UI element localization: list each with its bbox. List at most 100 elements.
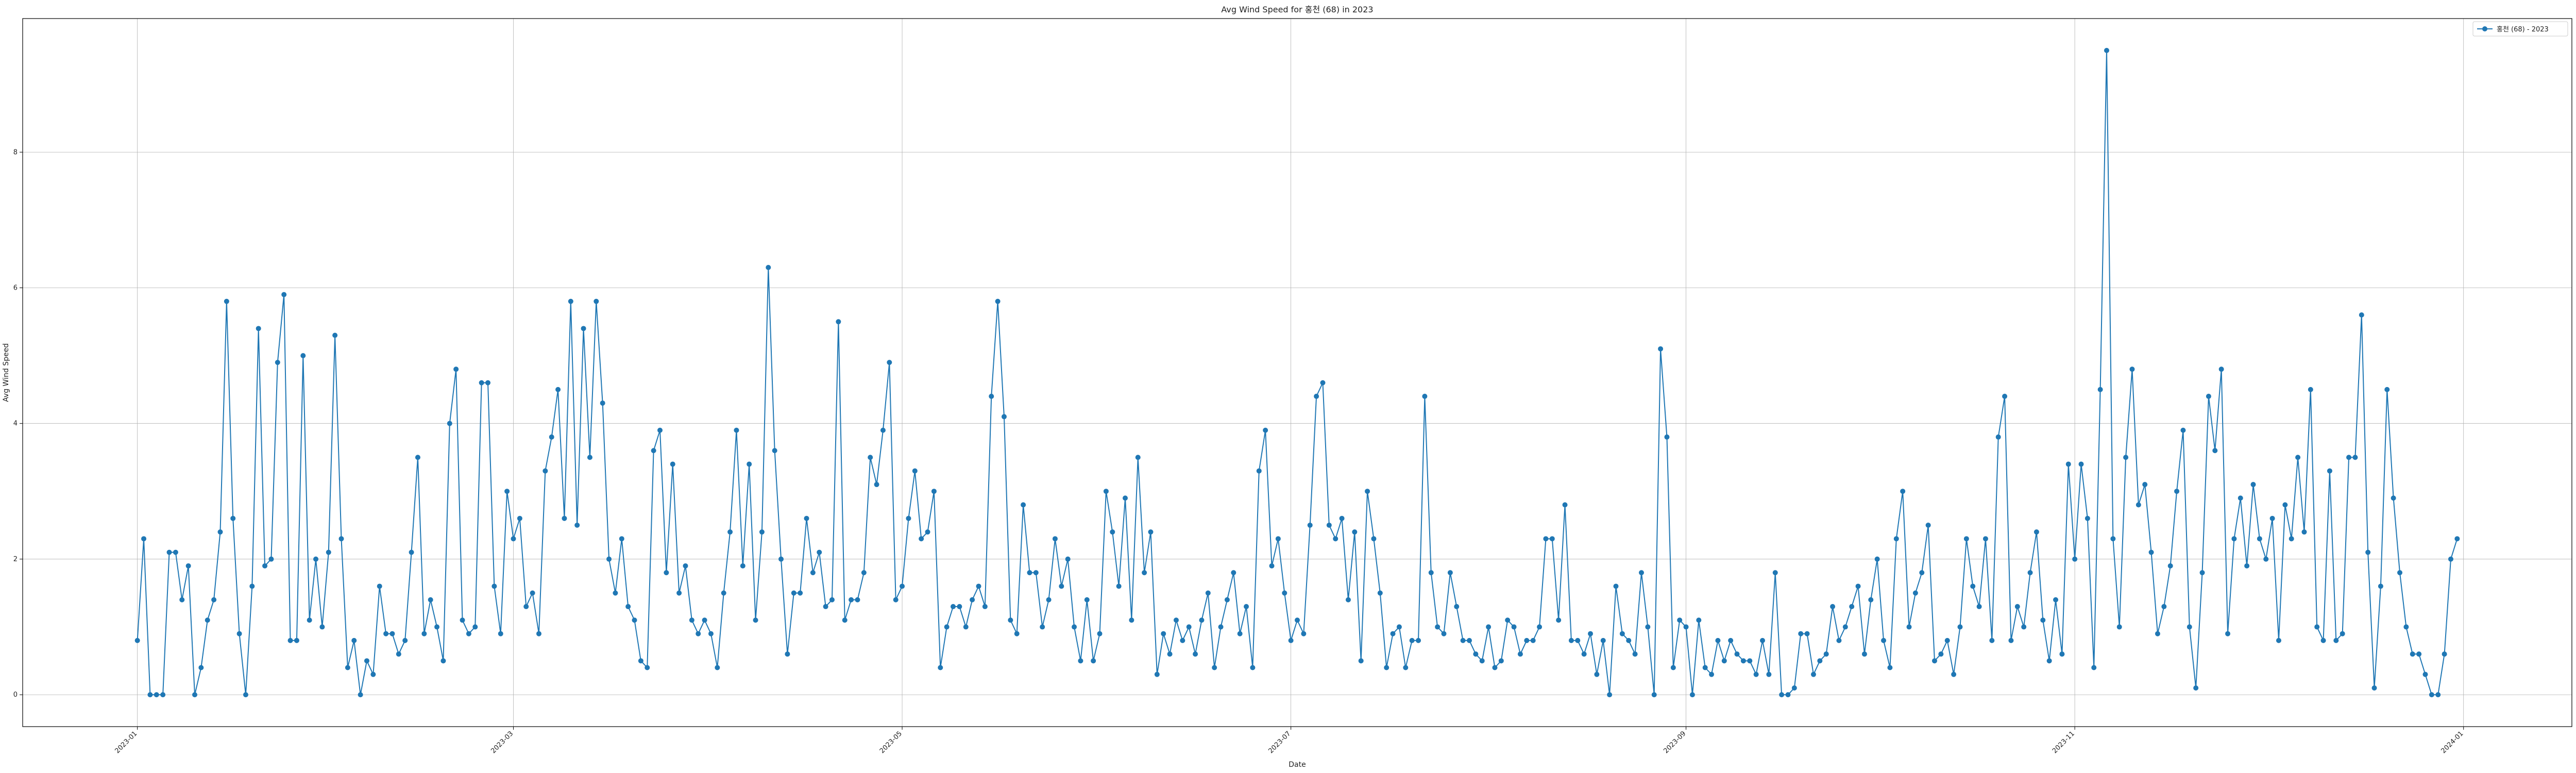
- data-point: [2346, 455, 2352, 460]
- data-point: [638, 658, 643, 664]
- data-point: [1091, 658, 1096, 664]
- data-point: [2155, 631, 2160, 636]
- data-point: [1549, 536, 1555, 542]
- data-point: [1110, 529, 1115, 535]
- y-tick-label: 0: [13, 691, 18, 699]
- data-point: [1607, 692, 1613, 698]
- data-point: [2065, 461, 2071, 467]
- data-point: [2014, 604, 2020, 610]
- data-point: [2301, 529, 2307, 535]
- data-point: [1702, 665, 1708, 670]
- data-point: [587, 455, 592, 460]
- data-point: [2046, 658, 2052, 664]
- data-point: [1537, 624, 1543, 630]
- data-point: [594, 298, 599, 304]
- data-point: [262, 563, 268, 569]
- data-point: [1008, 617, 1013, 623]
- y-tick-label: 6: [13, 284, 18, 292]
- series-points: [134, 47, 2460, 698]
- x-tick-label: 2023-03: [489, 730, 515, 755]
- data-point: [543, 468, 548, 474]
- data-point: [2206, 394, 2211, 399]
- data-point: [409, 549, 414, 555]
- data-point: [734, 427, 739, 433]
- data-point: [1422, 394, 1428, 399]
- data-point: [836, 319, 841, 325]
- data-point: [268, 556, 274, 562]
- data-point: [434, 624, 440, 630]
- data-point: [1721, 658, 1727, 664]
- data-point: [1760, 637, 1766, 643]
- data-point: [1339, 515, 1345, 521]
- data-point: [995, 298, 1001, 304]
- data-point: [192, 692, 197, 698]
- data-point: [2359, 312, 2364, 318]
- data-point: [1893, 536, 1899, 542]
- data-point: [1823, 651, 1829, 657]
- data-point: [415, 455, 420, 460]
- data-point: [549, 434, 554, 440]
- data-point: [2110, 536, 2116, 542]
- data-point: [989, 394, 994, 399]
- data-point: [1154, 671, 1160, 677]
- data-point: [1282, 590, 1287, 596]
- data-point: [211, 597, 217, 602]
- x-tick-label: 2023-07: [1267, 730, 1292, 755]
- data-point: [147, 692, 153, 698]
- data-point: [1747, 658, 1753, 664]
- data-point: [874, 482, 879, 488]
- data-point: [2320, 637, 2326, 643]
- data-point: [1881, 637, 1887, 643]
- data-point: [1065, 556, 1071, 562]
- data-point: [1078, 658, 1083, 664]
- data-point: [1218, 624, 1224, 630]
- data-point: [2097, 386, 2103, 392]
- data-point: [1435, 624, 1440, 630]
- data-point: [485, 380, 491, 385]
- data-point: [447, 421, 452, 426]
- data-point: [1753, 671, 1759, 677]
- data-point: [1428, 570, 1434, 576]
- data-point: [2225, 631, 2231, 636]
- data-point: [2422, 671, 2428, 677]
- data-point: [2454, 536, 2460, 542]
- data-point: [1651, 692, 1657, 698]
- data-point: [243, 692, 248, 698]
- data-point: [912, 468, 918, 474]
- data-point: [1084, 597, 1090, 602]
- data-point: [861, 570, 867, 576]
- data-point: [963, 624, 969, 630]
- data-point: [1957, 624, 1963, 630]
- data-point: [1951, 671, 1957, 677]
- data-point: [166, 549, 172, 555]
- data-point: [1454, 604, 1460, 610]
- data-point: [2091, 665, 2097, 670]
- data-point: [817, 549, 822, 555]
- data-point: [2340, 631, 2345, 636]
- data-point: [2295, 455, 2301, 460]
- data-point: [319, 624, 325, 630]
- data-point: [804, 515, 809, 521]
- data-point: [842, 617, 848, 623]
- x-axis-title: Date: [1289, 761, 1306, 769]
- data-point: [1129, 617, 1134, 623]
- data-point: [1830, 604, 1836, 610]
- data-point: [440, 658, 446, 664]
- data-point: [1817, 658, 1823, 664]
- data-point: [1333, 536, 1338, 542]
- data-point: [2078, 461, 2084, 467]
- data-point: [1498, 658, 1504, 664]
- data-point: [370, 671, 376, 677]
- data-point: [1836, 637, 1842, 643]
- data-point: [1416, 637, 1421, 643]
- data-point: [492, 583, 497, 589]
- data-point: [1855, 583, 1861, 589]
- data-point: [2257, 536, 2262, 542]
- chart-title: Avg Wind Speed for 홍천 (68) in 2023: [1221, 5, 1373, 14]
- data-point: [2448, 556, 2453, 562]
- data-point: [1619, 631, 1625, 636]
- data-point: [1205, 590, 1211, 596]
- data-point: [600, 400, 605, 406]
- data-point: [249, 583, 255, 589]
- data-point: [951, 604, 956, 610]
